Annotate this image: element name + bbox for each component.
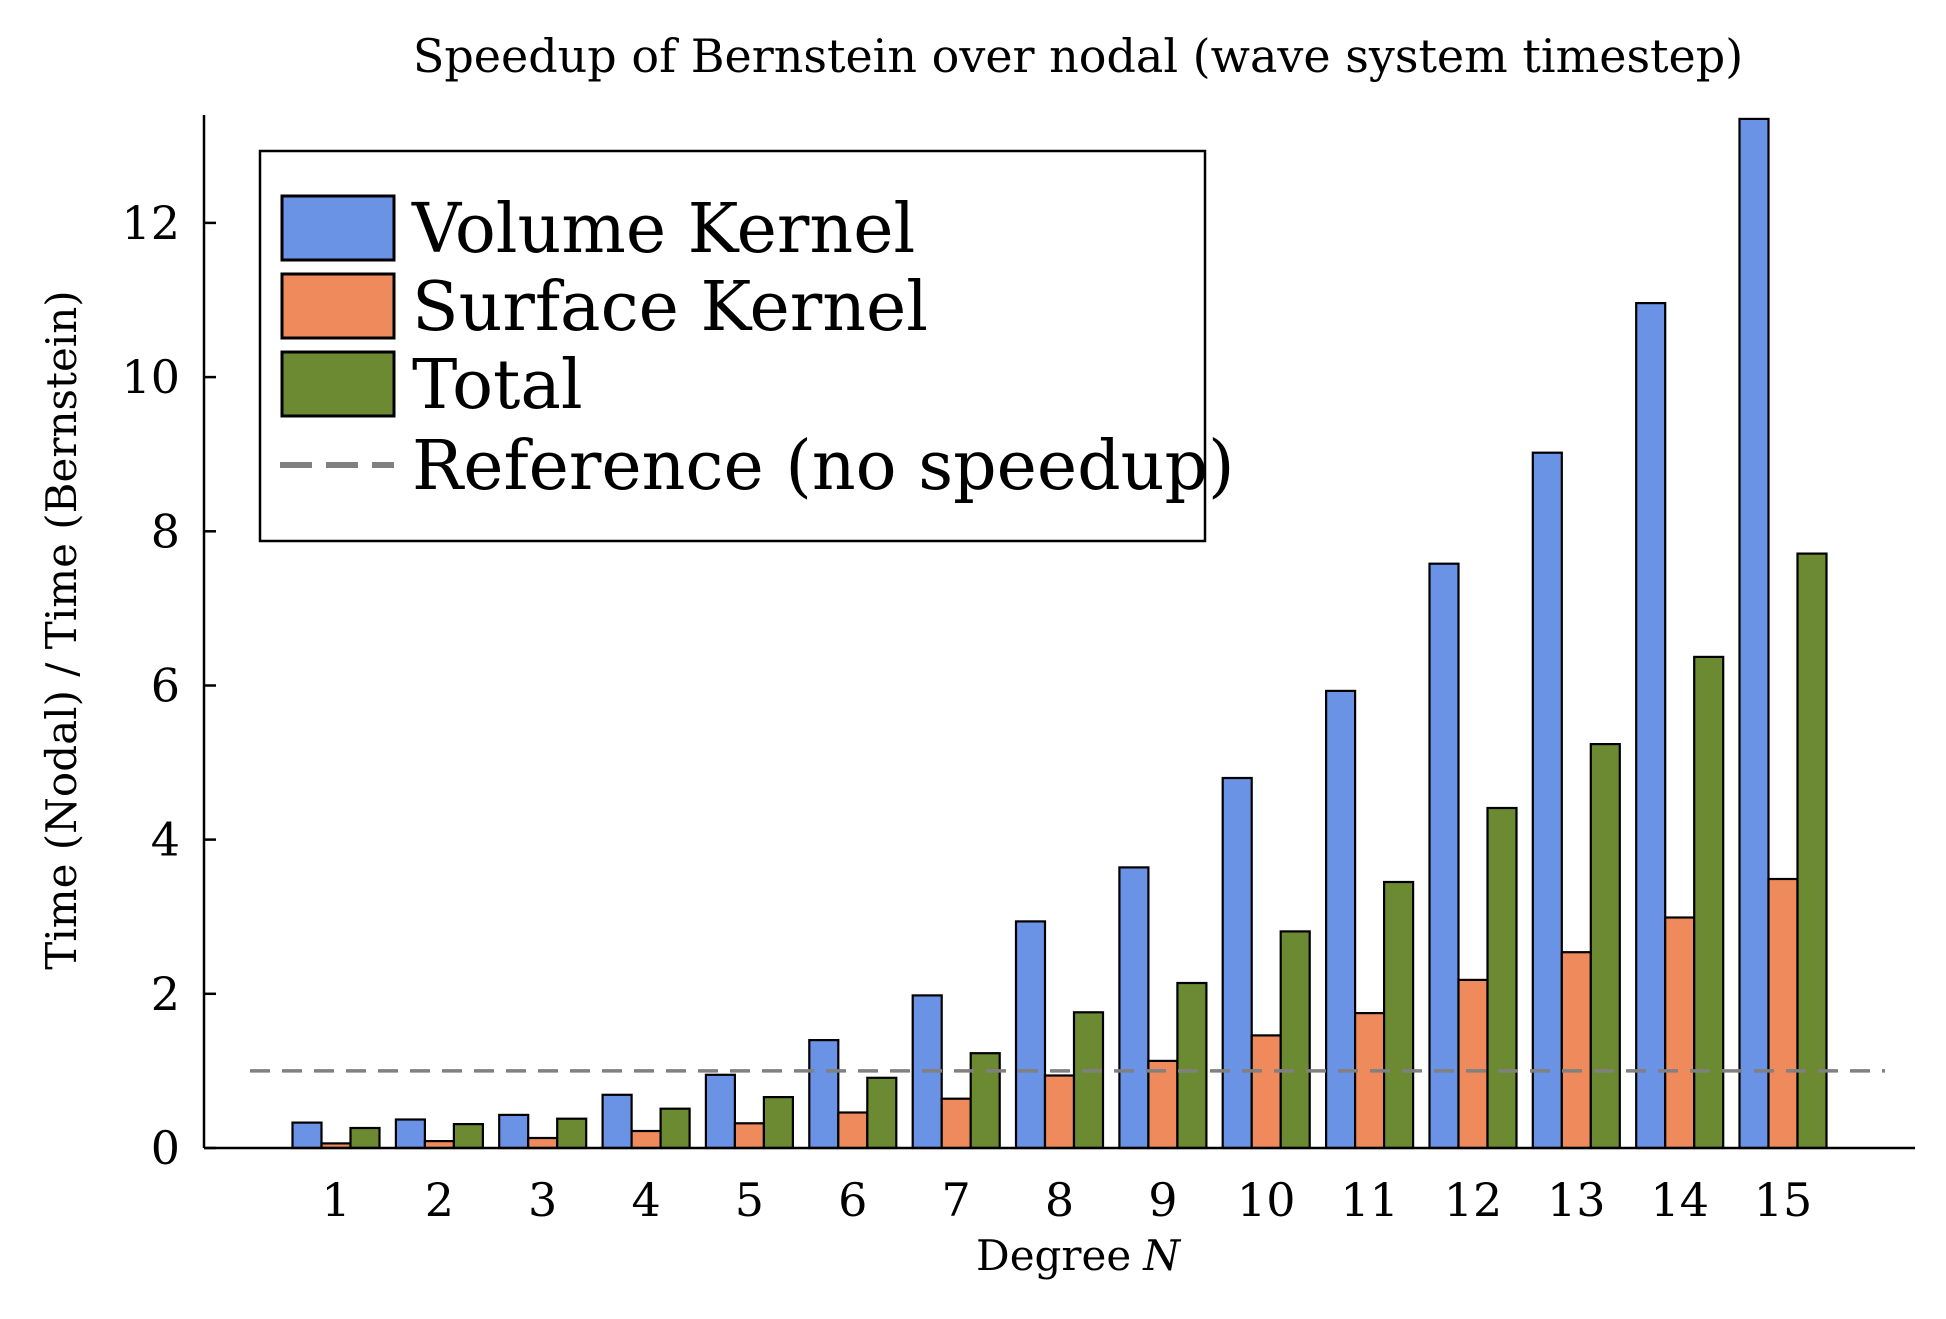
bar-volume-kernel-5 [704, 1073, 737, 1150]
x-tick-label-5: 5 [735, 1173, 764, 1227]
legend-label-total: Total [412, 346, 583, 425]
bar-total-9 [1176, 981, 1208, 1150]
y-tick-label-0: 0 [151, 1121, 180, 1175]
bar-volume-kernel-14 [1635, 302, 1667, 1150]
x-tick-label-14: 14 [1650, 1173, 1709, 1227]
bar-total-6 [866, 1076, 898, 1150]
y-tick-label-12: 12 [121, 196, 180, 250]
x-tick-label-12: 12 [1444, 1173, 1503, 1227]
x-tick-label-6: 6 [838, 1173, 867, 1227]
bar-total-5 [762, 1095, 795, 1150]
bar-volume-kernel-11 [1324, 689, 1357, 1150]
y-tick-label-6: 6 [151, 659, 180, 713]
legend-label-surface-kernel: Surface Kernel [412, 268, 928, 347]
y-tick-label-2: 2 [151, 967, 180, 1021]
bar-total-8 [1072, 1011, 1105, 1150]
x-axis-label-text: Degree [976, 1231, 1131, 1280]
bar-volume-kernel-2 [394, 1118, 426, 1150]
x-tick-label-13: 13 [1547, 1173, 1606, 1227]
bar-volume-kernel-12 [1428, 562, 1460, 1150]
bar-surface-kernel-15 [1767, 877, 1799, 1150]
x-tick-label-9: 9 [1148, 1173, 1177, 1227]
bar-volume-kernel-13 [1531, 451, 1563, 1150]
bar-total-3 [556, 1117, 588, 1150]
bar-total-11 [1382, 880, 1415, 1150]
y-tick-label-8: 8 [151, 504, 180, 558]
axes-layer [202, 115, 1915, 1150]
bar-volume-kernel-15 [1738, 117, 1770, 1150]
bar-volume-kernel-3 [498, 1113, 530, 1150]
x-tick-label-7: 7 [942, 1173, 971, 1227]
bar-surface-kernel-8 [1043, 1074, 1076, 1150]
x-tick-label-1: 1 [321, 1173, 350, 1227]
legend-swatch-total [280, 350, 396, 418]
bar-volume-kernel-4 [601, 1093, 633, 1150]
bar-total-10 [1279, 930, 1311, 1150]
bar-volume-kernel-8 [1014, 920, 1047, 1150]
bar-total-13 [1589, 742, 1621, 1150]
x-tick-label-3: 3 [528, 1173, 557, 1227]
bar-surface-kernel-3 [527, 1136, 559, 1150]
x-axis-label: Degree N [976, 1231, 1181, 1280]
x-tick-label-4: 4 [631, 1173, 660, 1227]
bar-surface-kernel-11 [1353, 1011, 1386, 1150]
bar-surface-kernel-14 [1664, 916, 1696, 1150]
chart-title: Speedup of Bernstein over nodal (wave sy… [413, 29, 1743, 83]
bar-surface-kernel-5 [733, 1122, 766, 1150]
y-axis-label: Time (Nodal) / Time (Bernstein) [37, 290, 86, 969]
x-tick-label-11: 11 [1340, 1173, 1399, 1227]
x-tick-label-10: 10 [1237, 1173, 1296, 1227]
legend-swatch-surface-kernel [280, 272, 396, 340]
bar-total-14 [1693, 655, 1725, 1150]
y-tick-label-10: 10 [121, 350, 180, 404]
bars-layer [291, 117, 1828, 1150]
bar-surface-kernel-4 [630, 1129, 662, 1150]
bar-surface-kernel-7 [940, 1097, 972, 1150]
y-tick-label-4: 4 [151, 813, 180, 867]
bar-total-2 [452, 1122, 484, 1150]
bar-volume-kernel-1 [291, 1121, 323, 1150]
legend-label-reference: Reference (no speedup) [412, 427, 1235, 506]
legend-box [258, 149, 1207, 543]
bar-surface-kernel-13 [1560, 951, 1592, 1150]
bar-surface-kernel-9 [1147, 1059, 1179, 1150]
x-axis-label-var: N [1142, 1231, 1181, 1280]
bar-total-4 [659, 1107, 691, 1150]
x-tick-label-2: 2 [425, 1173, 454, 1227]
bar-surface-kernel-12 [1457, 978, 1489, 1150]
x-tick-label-8: 8 [1045, 1173, 1074, 1227]
bar-volume-kernel-9 [1118, 866, 1150, 1150]
bar-total-12 [1486, 806, 1518, 1150]
x-tick-label-15: 15 [1754, 1173, 1813, 1227]
bar-total-1 [349, 1126, 381, 1150]
legend-swatch-volume-kernel [280, 194, 396, 262]
bar-total-7 [969, 1052, 1001, 1150]
legend-label-volume-kernel: Volume Kernel [411, 190, 915, 269]
bar-volume-kernel-6 [808, 1038, 840, 1150]
bar-surface-kernel-10 [1250, 1034, 1282, 1150]
bar-total-15 [1796, 552, 1828, 1150]
bar-volume-kernel-10 [1221, 776, 1253, 1150]
bar-surface-kernel-6 [837, 1111, 869, 1150]
